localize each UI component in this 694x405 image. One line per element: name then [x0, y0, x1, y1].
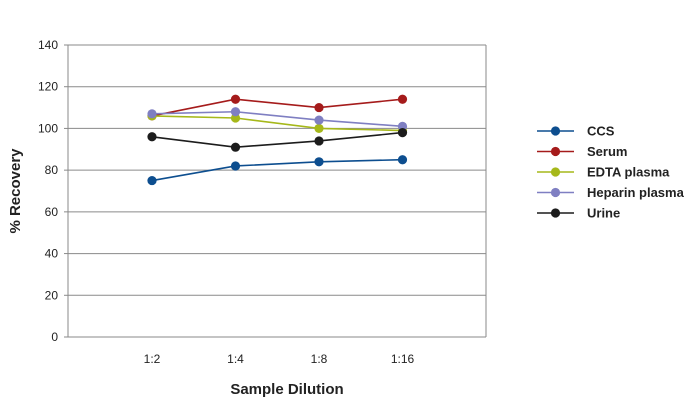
- y-tick-label: 0: [51, 330, 58, 344]
- data-point: [230, 161, 241, 171]
- series-layer: [147, 94, 408, 186]
- data-point: [230, 142, 241, 152]
- data-point: [147, 109, 157, 119]
- legend: CCS Serum EDTA plasma Heparin plasma Urine: [537, 124, 685, 221]
- y-tick-label: 40: [45, 247, 59, 261]
- legend-item: CCS: [537, 124, 615, 139]
- x-tick-label: 1:2: [144, 352, 161, 366]
- series-line: [151, 158, 403, 182]
- data-point: [147, 132, 157, 142]
- data-point: [397, 94, 408, 104]
- legend-marker: [550, 167, 561, 177]
- y-tick-label: 80: [45, 163, 59, 177]
- series-ccs: [147, 155, 408, 186]
- y-tick-label: 140: [38, 38, 58, 52]
- x-axis-ticks: 1:2 1:4 1:8 1:16: [144, 352, 415, 366]
- y-tick-label: 20: [45, 288, 59, 302]
- gridlines: [68, 44, 486, 296]
- data-point: [314, 102, 324, 113]
- data-point: [230, 107, 241, 117]
- series-urine: [147, 128, 408, 152]
- legend-label: Heparin plasma: [587, 185, 685, 200]
- series-line: [151, 131, 403, 149]
- series-line: [151, 115, 403, 132]
- legend-item: Urine: [537, 206, 620, 221]
- data-point: [397, 155, 408, 165]
- plot-frame: [67, 45, 487, 338]
- legend-marker: [550, 208, 561, 218]
- series-line: [151, 98, 403, 117]
- x-tick-label: 1:8: [311, 352, 328, 366]
- data-point: [314, 157, 324, 167]
- data-point: [147, 175, 157, 186]
- legend-label: Urine: [587, 206, 620, 221]
- legend-label: EDTA plasma: [587, 165, 670, 180]
- data-point: [230, 94, 241, 104]
- legend-marker: [550, 146, 561, 157]
- series-line: [151, 110, 403, 128]
- x-tick-label: 1:4: [227, 352, 244, 366]
- data-point: [397, 128, 408, 138]
- legend-label: Serum: [587, 144, 627, 159]
- legend-marker: [550, 126, 561, 136]
- y-tick-label: 60: [45, 205, 59, 219]
- x-axis-title: Sample Dilution: [230, 381, 343, 398]
- series-heparin-plasma: [147, 107, 408, 131]
- y-tick-label: 100: [38, 121, 58, 135]
- legend-item: Serum: [537, 144, 627, 159]
- y-axis-ticks: 0 20 40 60 80 100 120 140: [38, 38, 68, 344]
- legend-marker: [550, 187, 561, 198]
- legend-item: Heparin plasma: [537, 185, 685, 200]
- series-serum: [147, 94, 408, 121]
- data-point: [314, 123, 324, 134]
- y-axis-title: % Recovery: [7, 148, 24, 234]
- legend-item: EDTA plasma: [537, 165, 670, 180]
- x-tick-label: 1:16: [391, 352, 415, 366]
- data-point: [314, 136, 324, 146]
- data-point: [314, 115, 324, 125]
- y-tick-label: 120: [38, 80, 58, 94]
- legend-label: CCS: [587, 124, 615, 139]
